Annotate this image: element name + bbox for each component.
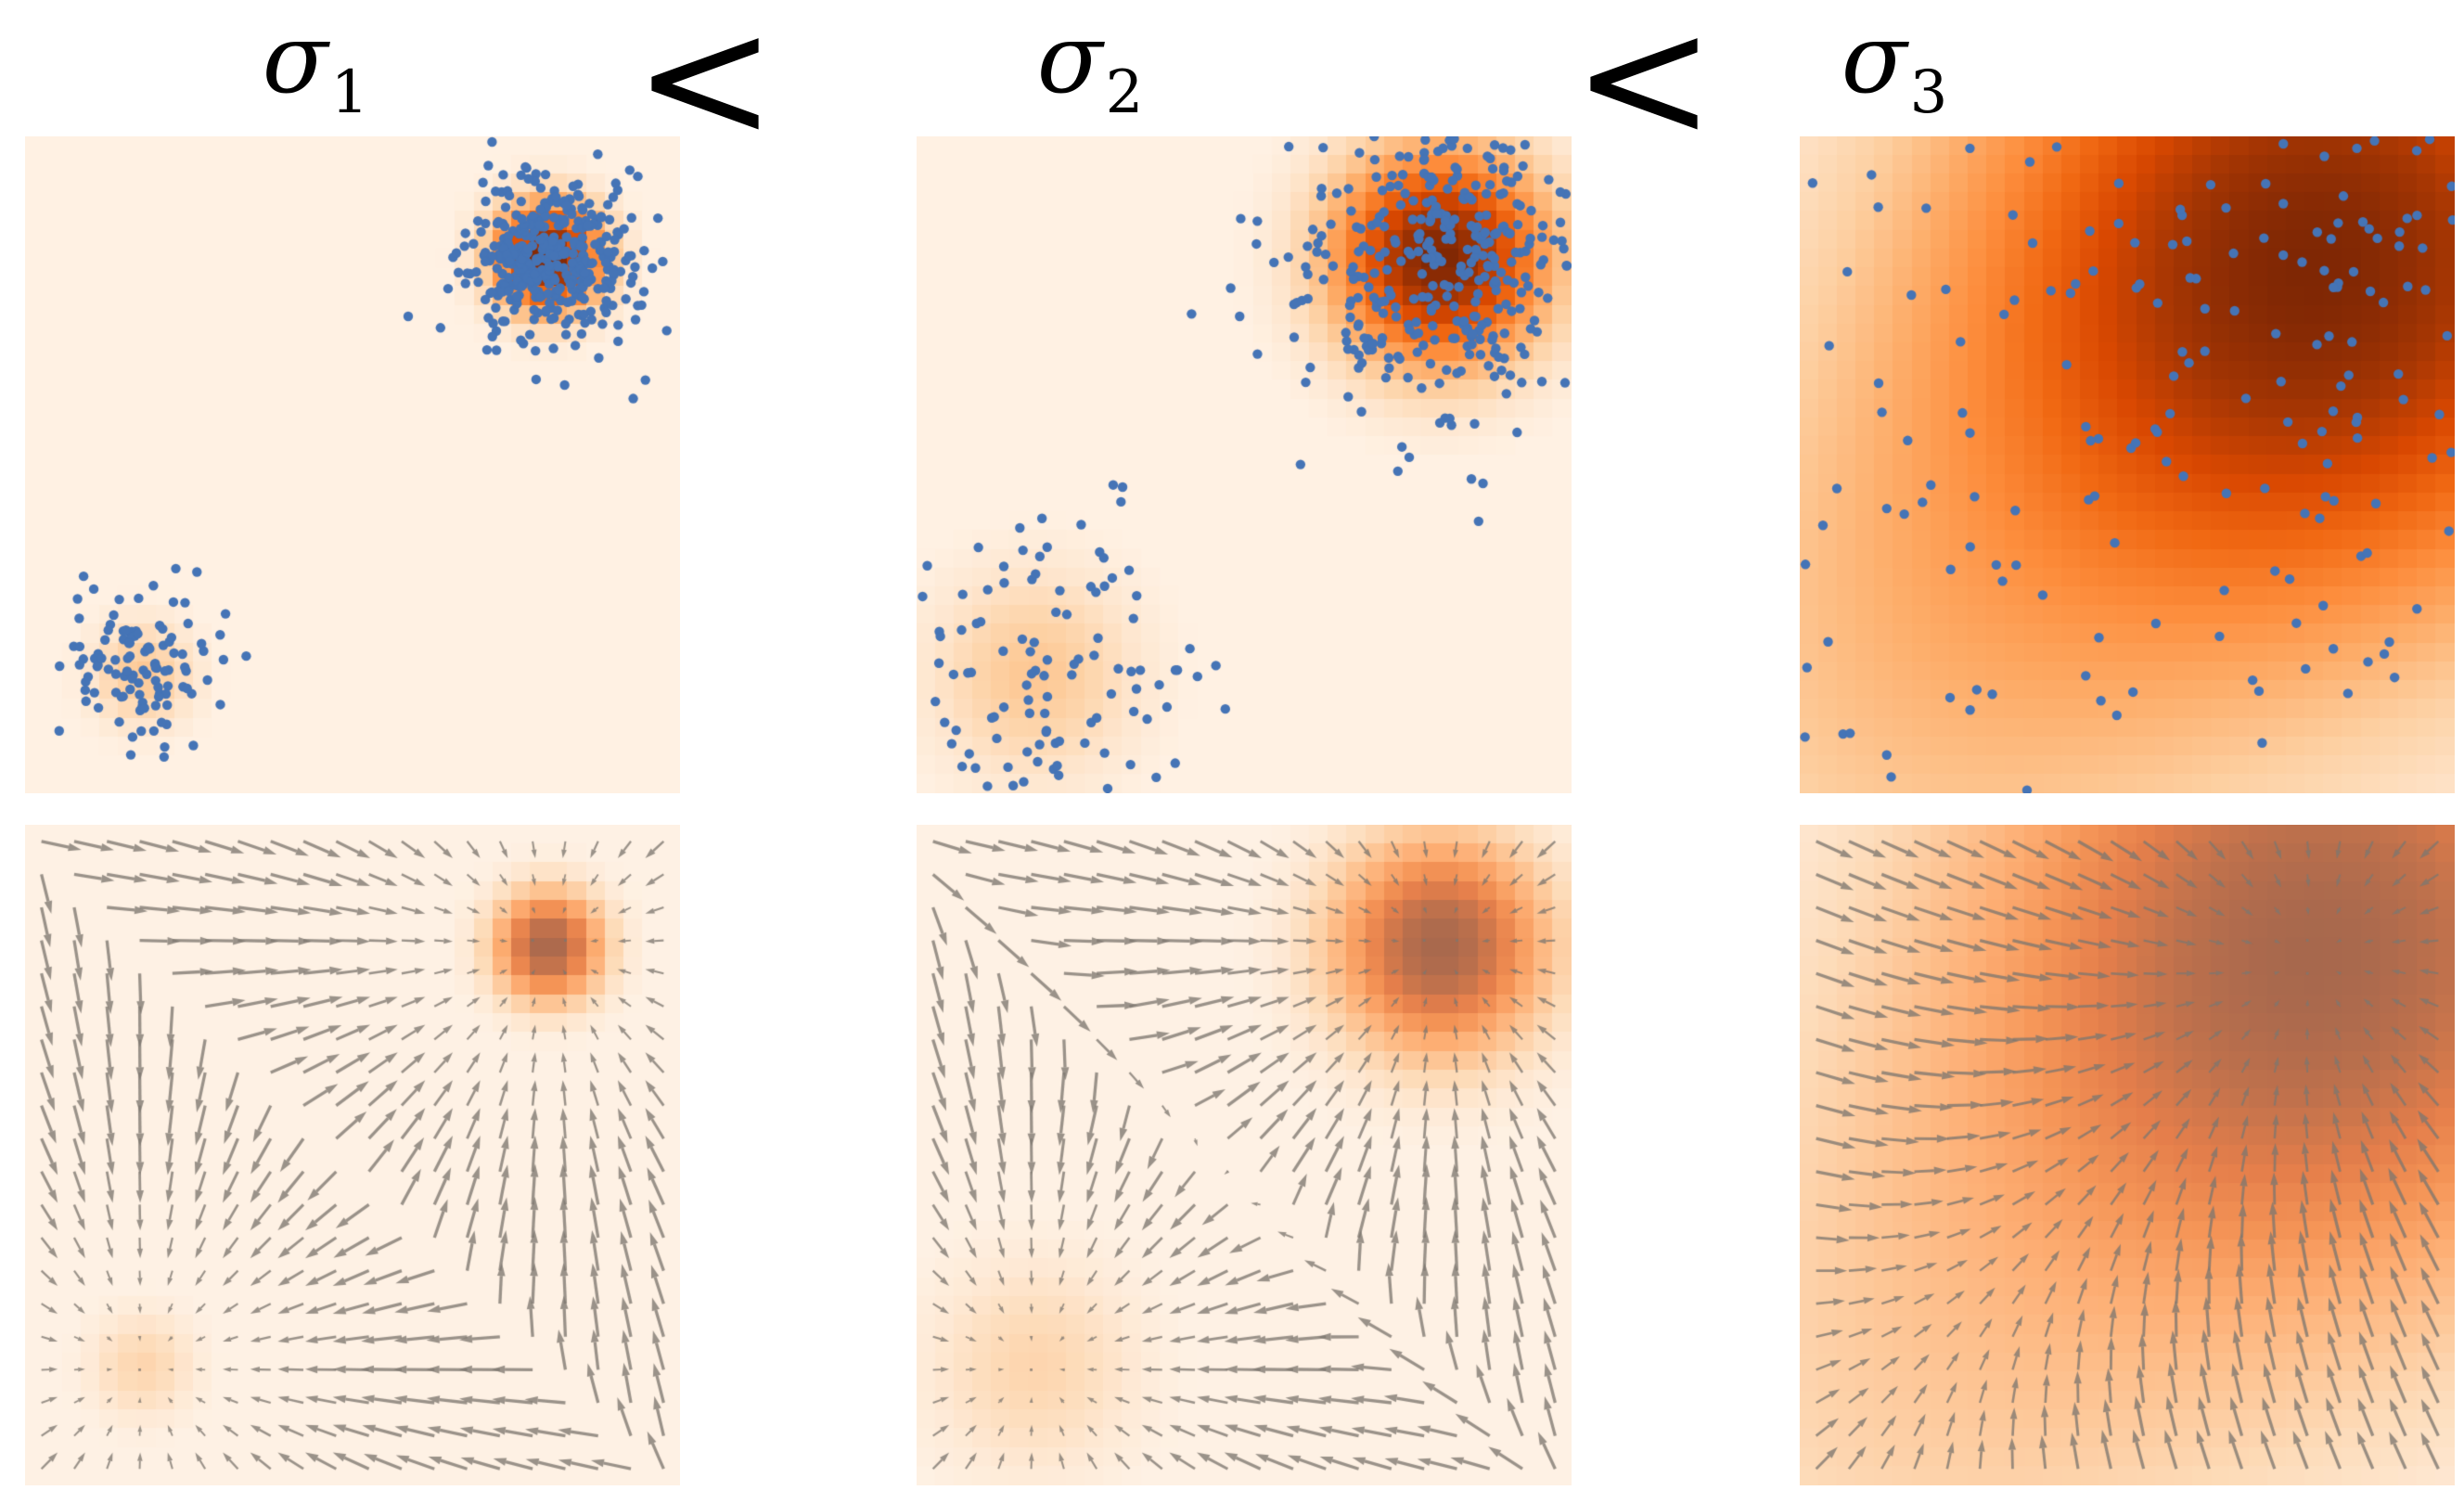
panel-sigma2-density-scatter bbox=[917, 136, 1572, 793]
panel-sigma2-score-quiver bbox=[917, 825, 1572, 1485]
panel-sigma1-score-quiver bbox=[25, 825, 680, 1485]
sigma-1-base: σ bbox=[262, 2, 328, 115]
panel-sigma3-score-quiver bbox=[1800, 825, 2455, 1485]
sigma-2-subscript: 2 bbox=[1105, 58, 1144, 127]
header-sigma-2: σ2 bbox=[1036, 2, 1144, 127]
less-than-sign-2: < bbox=[1572, 0, 1716, 178]
header-sigma-1: σ1 bbox=[262, 2, 369, 127]
panel-sigma1-density-scatter bbox=[25, 136, 680, 793]
panel-sigma3-density-scatter bbox=[1800, 136, 2455, 793]
sigma-1-subscript: 1 bbox=[330, 58, 369, 127]
header-sigma-3: σ3 bbox=[1841, 2, 1948, 127]
sigma-3-subscript: 3 bbox=[1909, 58, 1948, 127]
sigma-2-base: σ bbox=[1036, 2, 1103, 115]
sigma-3-base: σ bbox=[1841, 2, 1907, 115]
